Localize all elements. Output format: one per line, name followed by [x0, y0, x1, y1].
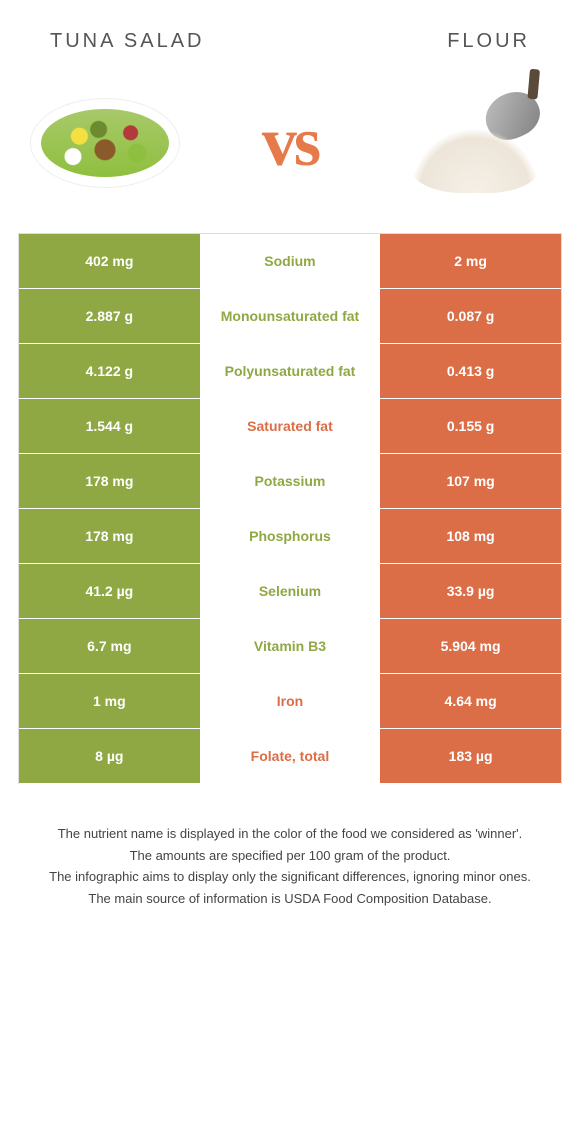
left-value-cell: 178 mg	[19, 509, 200, 563]
nutrient-label-cell: Monounsaturated fat	[200, 289, 381, 343]
left-value-cell: 402 mg	[19, 234, 200, 288]
table-row: 1.544 gSaturated fat0.155 g	[19, 399, 561, 454]
right-value-cell: 2 mg	[380, 234, 561, 288]
nutrient-label-cell: Sodium	[200, 234, 381, 288]
left-value-cell: 6.7 mg	[19, 619, 200, 673]
table-row: 41.2 µgSelenium33.9 µg	[19, 564, 561, 619]
left-value-cell: 2.887 g	[19, 289, 200, 343]
nutrient-label-cell: Iron	[200, 674, 381, 728]
left-value-cell: 8 µg	[19, 729, 200, 783]
left-food-image	[20, 83, 190, 203]
nutrient-label-cell: Saturated fat	[200, 399, 381, 453]
images-row: vs	[0, 73, 580, 233]
right-value-cell: 108 mg	[380, 509, 561, 563]
table-row: 2.887 gMonounsaturated fat0.087 g	[19, 289, 561, 344]
nutrient-label-cell: Selenium	[200, 564, 381, 618]
right-value-cell: 0.413 g	[380, 344, 561, 398]
right-value-cell: 33.9 µg	[380, 564, 561, 618]
footer-line-2: The amounts are specified per 100 gram o…	[30, 846, 550, 866]
table-row: 4.122 gPolyunsaturated fat0.413 g	[19, 344, 561, 399]
nutrient-label-cell: Phosphorus	[200, 509, 381, 563]
footer-line-3: The infographic aims to display only the…	[30, 867, 550, 887]
flour-icon	[400, 88, 550, 198]
table-row: 178 mgPotassium107 mg	[19, 454, 561, 509]
table-row: 402 mgSodium2 mg	[19, 234, 561, 289]
right-food-image	[390, 83, 560, 203]
nutrient-label-cell: Folate, total	[200, 729, 381, 783]
table-row: 178 mgPhosphorus108 mg	[19, 509, 561, 564]
footer-line-4: The main source of information is USDA F…	[30, 889, 550, 909]
left-value-cell: 4.122 g	[19, 344, 200, 398]
nutrient-label-cell: Vitamin B3	[200, 619, 381, 673]
right-value-cell: 5.904 mg	[380, 619, 561, 673]
table-row: 1 mgIron4.64 mg	[19, 674, 561, 729]
right-value-cell: 0.155 g	[380, 399, 561, 453]
left-value-cell: 178 mg	[19, 454, 200, 508]
right-food-title: Flour	[447, 30, 530, 53]
table-row: 8 µgFolate, total183 µg	[19, 729, 561, 784]
footer-notes: The nutrient name is displayed in the co…	[30, 824, 550, 908]
left-value-cell: 1 mg	[19, 674, 200, 728]
right-value-cell: 183 µg	[380, 729, 561, 783]
right-value-cell: 4.64 mg	[380, 674, 561, 728]
right-value-cell: 107 mg	[380, 454, 561, 508]
left-value-cell: 41.2 µg	[19, 564, 200, 618]
header: Tuna Salad Flour	[0, 0, 580, 73]
table-row: 6.7 mgVitamin B35.904 mg	[19, 619, 561, 674]
nutrient-label-cell: Polyunsaturated fat	[200, 344, 381, 398]
footer-line-1: The nutrient name is displayed in the co…	[30, 824, 550, 844]
vs-label: vs	[262, 103, 318, 183]
right-value-cell: 0.087 g	[380, 289, 561, 343]
left-value-cell: 1.544 g	[19, 399, 200, 453]
salad-icon	[30, 98, 180, 188]
nutrient-label-cell: Potassium	[200, 454, 381, 508]
nutrient-table: 402 mgSodium2 mg2.887 gMonounsaturated f…	[18, 233, 562, 784]
left-food-title: Tuna Salad	[50, 30, 204, 53]
